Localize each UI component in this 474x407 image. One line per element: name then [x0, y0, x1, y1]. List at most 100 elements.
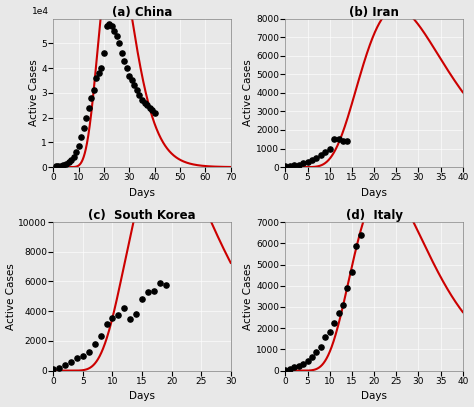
Point: [85, 105, 92, 111]
Point: [108, 23, 115, 29]
Point: [118, 50, 126, 57]
Point: [335, 136, 342, 142]
Point: [330, 136, 338, 142]
Point: [313, 348, 320, 355]
Point: [330, 319, 338, 326]
Y-axis label: Active Cases: Active Cases: [243, 59, 254, 126]
Point: [73, 149, 80, 155]
Point: [282, 367, 289, 374]
Point: [73, 355, 81, 361]
Y-axis label: Active Cases: Active Cases: [243, 263, 254, 330]
Point: [67, 359, 75, 365]
Point: [123, 65, 131, 71]
Point: [131, 82, 138, 89]
Point: [344, 284, 351, 291]
Point: [344, 137, 351, 144]
Point: [282, 163, 289, 170]
Point: [146, 105, 154, 111]
Point: [80, 124, 88, 131]
Point: [90, 87, 98, 94]
X-axis label: Days: Days: [129, 392, 155, 401]
Point: [57, 162, 65, 169]
Point: [105, 20, 113, 27]
Point: [55, 163, 62, 169]
Point: [321, 149, 329, 155]
Point: [148, 107, 156, 114]
Point: [300, 160, 307, 167]
Point: [291, 162, 298, 168]
Point: [353, 243, 360, 249]
Title: (b) Iran: (b) Iran: [349, 6, 399, 19]
Point: [61, 362, 69, 369]
Point: [70, 153, 77, 160]
Point: [133, 87, 141, 94]
Point: [348, 269, 356, 276]
Point: [50, 366, 57, 372]
Point: [88, 94, 95, 101]
Point: [103, 23, 110, 29]
Point: [91, 341, 99, 348]
Title: (d)  Italy: (d) Italy: [346, 209, 402, 222]
Point: [308, 157, 316, 163]
Title: (a) China: (a) China: [112, 6, 172, 19]
Point: [304, 357, 311, 364]
Point: [138, 97, 146, 103]
Point: [92, 75, 100, 81]
Point: [109, 315, 116, 322]
Point: [113, 33, 120, 39]
Point: [339, 138, 347, 144]
Point: [291, 364, 298, 371]
Point: [300, 361, 307, 367]
Point: [150, 288, 158, 295]
Point: [100, 50, 108, 57]
Point: [286, 366, 293, 372]
Point: [141, 99, 148, 106]
Point: [326, 146, 334, 152]
Point: [308, 354, 316, 360]
Point: [77, 134, 85, 141]
Point: [85, 349, 92, 355]
Point: [132, 311, 140, 317]
Point: [313, 154, 320, 161]
Point: [55, 364, 63, 371]
Y-axis label: Active Cases: Active Cases: [6, 263, 16, 330]
Point: [79, 353, 87, 359]
Point: [97, 333, 104, 339]
Point: [103, 321, 110, 327]
Point: [82, 114, 90, 121]
X-axis label: Days: Days: [361, 188, 387, 198]
Point: [136, 92, 143, 98]
Point: [286, 163, 293, 169]
Point: [151, 109, 158, 116]
Point: [162, 282, 169, 288]
Point: [144, 289, 152, 295]
Point: [127, 315, 134, 322]
Point: [128, 77, 136, 84]
Point: [335, 310, 342, 317]
Point: [60, 162, 67, 168]
Point: [304, 159, 311, 165]
Point: [143, 102, 151, 109]
Y-axis label: Active Cases: Active Cases: [28, 59, 38, 126]
Point: [126, 72, 133, 79]
Point: [317, 151, 325, 158]
Point: [357, 232, 365, 239]
X-axis label: Days: Days: [129, 188, 155, 198]
Point: [115, 40, 123, 46]
Title: (c)  South Korea: (c) South Korea: [88, 209, 196, 222]
Point: [75, 142, 82, 149]
Point: [120, 57, 128, 64]
Point: [67, 157, 75, 164]
Point: [115, 312, 122, 318]
Point: [295, 161, 302, 168]
Point: [156, 280, 164, 286]
Point: [317, 344, 325, 350]
Point: [110, 28, 118, 34]
Point: [120, 305, 128, 311]
Point: [62, 161, 70, 167]
Point: [326, 328, 334, 335]
X-axis label: Days: Days: [361, 392, 387, 401]
Point: [98, 65, 105, 71]
Point: [138, 296, 146, 302]
Point: [52, 163, 60, 170]
